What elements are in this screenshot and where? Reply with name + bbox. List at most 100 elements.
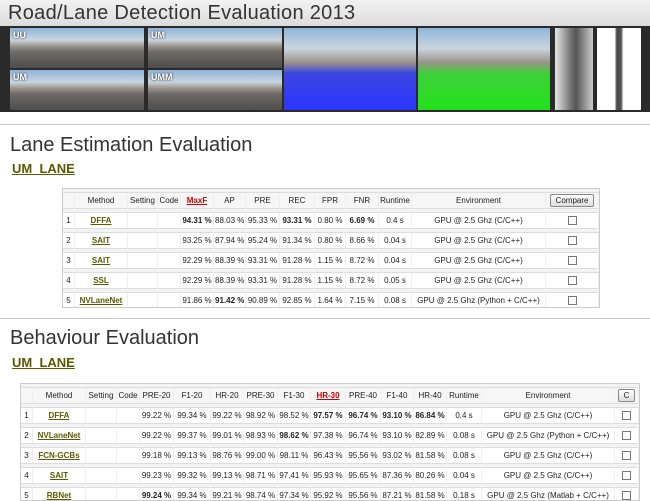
- metric: 99.01 %: [211, 427, 244, 444]
- result-row: 2 NVLaneNet 99.22 % 99.37 % 99.01 % 98.93 % 98…: [21, 427, 639, 444]
- method-link[interactable]: NVLaneNet: [79, 296, 123, 305]
- header-cell: C: [615, 387, 639, 404]
- checkbox[interactable]: [567, 256, 577, 266]
- metric: 94.31 %: [181, 212, 214, 229]
- metric: 81.58 %: [414, 487, 447, 500]
- header-cell: FPR: [315, 192, 346, 209]
- header-cell: F1-20: [174, 387, 211, 404]
- section-subtitle[interactable]: UM_LANE: [12, 355, 75, 370]
- header-text: Environment: [456, 196, 501, 205]
- runtime: 0.18 s: [447, 487, 482, 500]
- header-cell: AP: [214, 192, 246, 209]
- method-link[interactable]: NVLaneNet: [37, 431, 81, 440]
- sort-header[interactable]: HR-30: [316, 391, 340, 400]
- metric: 95.56 %: [346, 487, 381, 500]
- result-row: 3 FCN-GCBs 99.18 % 99.13 % 98.76 % 99.00 % 98.…: [21, 447, 639, 464]
- method-link[interactable]: SAIT: [91, 236, 111, 245]
- result-row: 2 SAIT 93.25 % 87.94 % 95.24 % 91.34 % 0.80 % 8…: [63, 232, 599, 249]
- header-text: HR-40: [418, 391, 442, 400]
- sort-header[interactable]: MaxF: [186, 196, 208, 205]
- header-cell: PRE-40: [346, 387, 381, 404]
- header-cell: REC: [280, 192, 315, 209]
- rank: 4: [21, 467, 33, 484]
- metric: 88.39 %: [214, 272, 246, 289]
- environment: GPU @ 2.5 Ghz (Matlab + C/C++): [482, 487, 615, 500]
- metric: 95.92 %: [311, 487, 346, 500]
- method-link[interactable]: RBNet: [46, 491, 72, 500]
- rank-text: 1: [24, 411, 29, 420]
- metric: 93.31 %: [280, 212, 315, 229]
- setting: [86, 427, 117, 444]
- method: DFFA: [33, 407, 86, 424]
- code: [158, 252, 181, 269]
- metric: 95.65 %: [346, 467, 381, 484]
- checkbox[interactable]: [567, 216, 577, 226]
- metric: 99.24 %: [140, 487, 174, 500]
- header-bar: Road/Lane Detection Evaluation 2013: [0, 0, 650, 26]
- header-cell: Setting: [86, 387, 117, 404]
- thumbnail: [597, 28, 641, 110]
- compare-button[interactable]: C: [617, 389, 636, 402]
- metric: 98.92 %: [244, 407, 278, 424]
- header-text: Runtime: [380, 196, 410, 205]
- header-text: PRE-40: [348, 391, 377, 400]
- metric: 0.80 %: [315, 212, 346, 229]
- image-banner: UU UM UM UMM: [0, 26, 650, 112]
- metric: 99.23 %: [140, 467, 174, 484]
- method: SSL: [75, 272, 128, 289]
- checkbox[interactable]: [567, 276, 577, 286]
- method: RBNet: [33, 487, 86, 500]
- method-link[interactable]: SAIT: [49, 471, 69, 480]
- environment: GPU @ 2.5 Ghz (C/C++): [482, 467, 615, 484]
- divider: [0, 318, 650, 319]
- header-cell: Runtime: [379, 192, 412, 209]
- rank: 2: [21, 427, 33, 444]
- metric: 91.42 %: [214, 292, 246, 307]
- code: [117, 467, 140, 484]
- section-title: Lane Estimation Evaluation: [10, 134, 253, 156]
- metric: 92.85 %: [280, 292, 315, 307]
- section-subtitle[interactable]: UM_LANE: [12, 161, 75, 176]
- checkbox[interactable]: [622, 411, 631, 421]
- header-row: Method Setting Code MaxF AP PRE REC FPR FNR Runti…: [63, 192, 599, 209]
- setting: [128, 272, 158, 289]
- metric: 87.36 %: [381, 467, 414, 484]
- setting: [128, 252, 158, 269]
- method: NVLaneNet: [33, 427, 86, 444]
- header-cell: Setting: [128, 192, 158, 209]
- result-row: 1 DFFA 99.22 % 99.34 % 99.22 % 98.92 % 98.52 %…: [21, 407, 639, 424]
- checkbox[interactable]: [622, 451, 631, 461]
- compare-button[interactable]: Compare: [549, 194, 595, 207]
- method-link[interactable]: FCN-GCBs: [38, 451, 80, 460]
- rank: 5: [21, 487, 33, 500]
- method-link[interactable]: SSL: [93, 276, 109, 285]
- checkbox[interactable]: [622, 491, 631, 500]
- runtime: 0.08 s: [447, 447, 482, 464]
- checkbox[interactable]: [622, 431, 631, 441]
- checkbox[interactable]: [567, 296, 577, 306]
- header-text: Setting: [88, 391, 114, 400]
- metric: 99.13 %: [174, 447, 211, 464]
- header-cell: HR-40: [414, 387, 447, 404]
- metric: 8.72 %: [346, 272, 379, 289]
- checkbox[interactable]: [622, 471, 631, 481]
- metric: 95.56 %: [346, 447, 381, 464]
- header-cell: Code: [117, 387, 140, 404]
- thumbnail: UM: [148, 28, 282, 68]
- metric: 96.74 %: [346, 407, 381, 424]
- code: [158, 232, 181, 249]
- metric: 93.10 %: [381, 407, 414, 424]
- header-text: PRE-20: [142, 391, 171, 400]
- compare: [615, 467, 639, 484]
- runtime: 0.4 s: [447, 407, 482, 424]
- method-link[interactable]: DFFA: [48, 411, 70, 420]
- method-link[interactable]: SAIT: [91, 256, 111, 265]
- metric: 93.10 %: [381, 427, 414, 444]
- metric: 99.18 %: [140, 447, 174, 464]
- method-link[interactable]: DFFA: [90, 216, 112, 225]
- header-text: Setting: [130, 196, 155, 205]
- checkbox[interactable]: [567, 236, 577, 246]
- environment: GPU @ 2.5 Ghz (Python + C/C++): [482, 427, 615, 444]
- metric: 97.34 %: [278, 487, 311, 500]
- code: [117, 427, 140, 444]
